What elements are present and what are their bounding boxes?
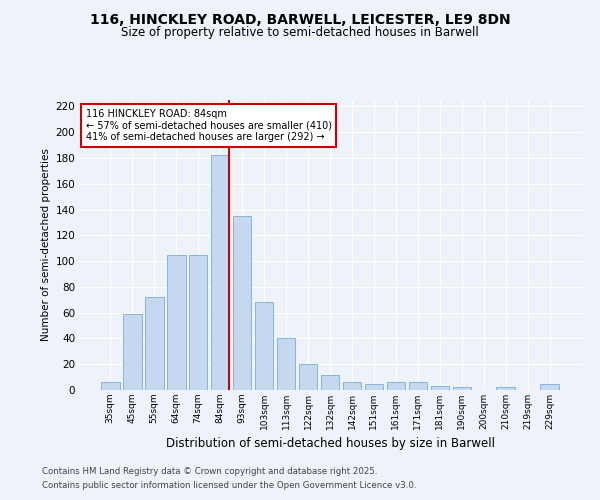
Bar bbox=[409, 382, 427, 390]
Bar bbox=[277, 338, 295, 390]
Bar bbox=[255, 302, 274, 390]
X-axis label: Distribution of semi-detached houses by size in Barwell: Distribution of semi-detached houses by … bbox=[166, 438, 494, 450]
Bar bbox=[365, 384, 383, 390]
Bar bbox=[320, 374, 340, 390]
Bar bbox=[211, 156, 229, 390]
Bar bbox=[167, 254, 185, 390]
Bar bbox=[452, 388, 471, 390]
Bar bbox=[145, 297, 164, 390]
Text: Size of property relative to semi-detached houses in Barwell: Size of property relative to semi-detach… bbox=[121, 26, 479, 39]
Text: Contains HM Land Registry data © Crown copyright and database right 2025.: Contains HM Land Registry data © Crown c… bbox=[42, 467, 377, 476]
Text: 116, HINCKLEY ROAD, BARWELL, LEICESTER, LE9 8DN: 116, HINCKLEY ROAD, BARWELL, LEICESTER, … bbox=[89, 12, 511, 26]
Bar bbox=[496, 388, 515, 390]
Bar bbox=[299, 364, 317, 390]
Bar bbox=[431, 386, 449, 390]
Text: Contains public sector information licensed under the Open Government Licence v3: Contains public sector information licen… bbox=[42, 481, 416, 490]
Bar bbox=[541, 384, 559, 390]
Y-axis label: Number of semi-detached properties: Number of semi-detached properties bbox=[41, 148, 52, 342]
Bar bbox=[123, 314, 142, 390]
Bar bbox=[343, 382, 361, 390]
Bar bbox=[386, 382, 405, 390]
Bar bbox=[189, 254, 208, 390]
Bar bbox=[101, 382, 119, 390]
Bar bbox=[233, 216, 251, 390]
Text: 116 HINCKLEY ROAD: 84sqm
← 57% of semi-detached houses are smaller (410)
41% of : 116 HINCKLEY ROAD: 84sqm ← 57% of semi-d… bbox=[86, 108, 332, 142]
